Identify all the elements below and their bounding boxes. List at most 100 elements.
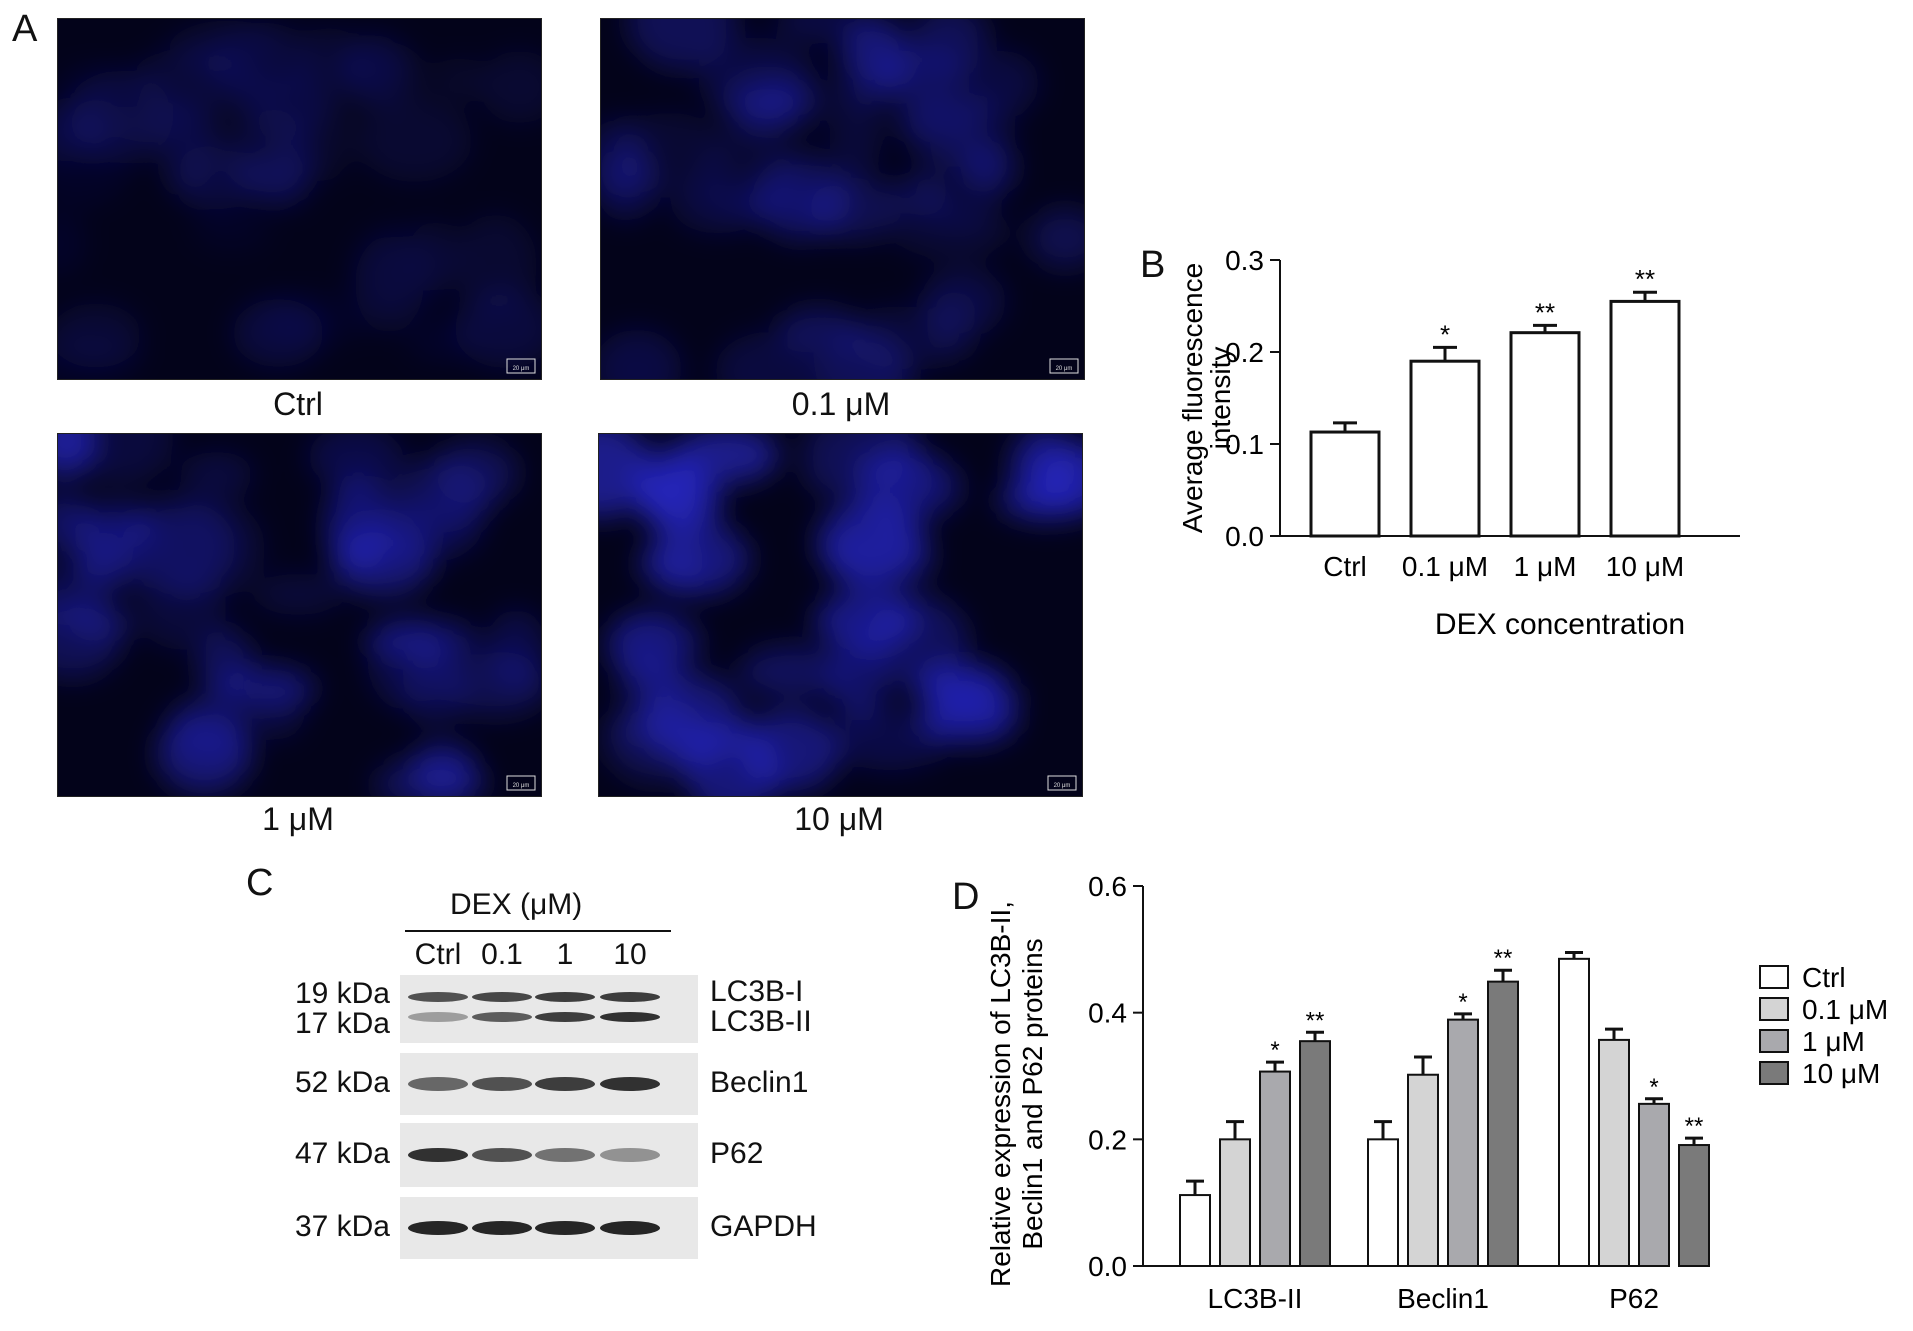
blot-band <box>472 1012 532 1022</box>
blot-band <box>535 1148 595 1162</box>
cell-blob <box>637 537 705 592</box>
legend-swatch <box>1759 997 1789 1021</box>
blot-header-line <box>405 930 671 932</box>
cell-blob <box>814 590 919 652</box>
micrograph-caption: 0.1 μM <box>791 386 891 422</box>
bar <box>1309 430 1381 538</box>
cell-blob <box>638 445 710 525</box>
micrograph-image: 20 μm <box>58 434 541 796</box>
bar <box>1638 1102 1670 1267</box>
blot-band <box>535 1077 595 1091</box>
mw-marker: 37 kDa <box>294 1210 390 1243</box>
bar <box>1299 1040 1331 1267</box>
legend-swatch <box>1759 1061 1789 1085</box>
y-tick-label: 0.6 <box>1088 871 1127 902</box>
cell-blob <box>180 451 254 498</box>
legend-label: 1 μM <box>1802 1026 1865 1057</box>
blot-band <box>408 992 468 1002</box>
significance-mark: ** <box>1685 1113 1704 1140</box>
cell-blob <box>851 434 918 484</box>
x-tick-label: Ctrl <box>1323 551 1367 582</box>
micrograph-3: 20 μm <box>598 433 1083 797</box>
blot-band <box>535 1221 595 1235</box>
y-axis-label: Beclin1 and P62 proteins <box>1017 938 1048 1249</box>
cell-blob <box>601 151 657 221</box>
blot-band <box>472 992 532 1002</box>
cell-blob <box>58 333 142 379</box>
cell-blob <box>733 86 801 130</box>
significance-mark: * <box>1270 1037 1279 1064</box>
lane-label: Ctrl <box>414 938 462 971</box>
micrograph-image: 20 μm <box>599 434 1082 796</box>
protein-label: LC3B-I <box>710 975 804 1008</box>
cell-blob <box>374 757 487 796</box>
cell-blob <box>156 712 253 795</box>
blot-band <box>600 1148 660 1162</box>
y-axis-label: intensity <box>1205 347 1236 450</box>
blot-band <box>408 1221 468 1235</box>
cell-blob <box>964 50 1040 116</box>
cell-blob <box>922 676 1022 725</box>
legend-swatch <box>1759 1029 1789 1053</box>
blot-strip <box>400 1053 698 1115</box>
blot-band <box>600 1012 660 1022</box>
protein-label: P62 <box>710 1137 764 1170</box>
x-axis-label: DEX concentration <box>1435 608 1685 641</box>
legend-label: 10 μM <box>1802 1058 1880 1089</box>
blot-strip <box>400 1123 698 1187</box>
cell-blob <box>406 320 476 363</box>
cell-blob <box>715 332 823 379</box>
blot-band <box>600 1077 660 1091</box>
blot-band <box>472 1077 532 1091</box>
scale-bar-label: 20 μm <box>513 783 530 789</box>
bar <box>1558 957 1590 1267</box>
micrograph-0: 20 μm <box>57 18 542 380</box>
significance-mark: ** <box>1306 1007 1325 1034</box>
protein-label: GAPDH <box>710 1210 817 1243</box>
panel-a-letter: A <box>12 8 38 50</box>
cell-blob <box>627 19 737 70</box>
scale-bar <box>1047 775 1077 791</box>
panel-c-letter: C <box>246 862 274 904</box>
cell-blob <box>196 628 253 696</box>
significance-mark: ** <box>1535 297 1555 327</box>
mw-marker: 19 kDa <box>294 977 390 1010</box>
cell-blob <box>601 329 682 379</box>
significance-mark: * <box>1649 1074 1658 1101</box>
blot-band <box>600 1221 660 1235</box>
bar <box>1509 331 1581 538</box>
cell-blob <box>330 510 437 572</box>
significance-mark: * <box>1458 989 1467 1016</box>
cell-blob <box>846 306 963 370</box>
cell-blob <box>454 214 537 313</box>
significance-mark: * <box>1440 319 1450 349</box>
micrograph-image: 20 μm <box>601 19 1084 379</box>
blot-band <box>408 1012 468 1022</box>
lane-label: 10 <box>613 938 647 971</box>
x-tick-label: P62 <box>1609 1283 1659 1314</box>
y-tick-label: 0.0 <box>1225 521 1264 552</box>
cell-blob <box>829 636 887 721</box>
y-tick-label: 0.3 <box>1225 245 1264 276</box>
x-tick-label: Beclin1 <box>1397 1283 1489 1314</box>
cell-blob <box>830 83 882 182</box>
scale-bar-label: 20 μm <box>1056 366 1073 372</box>
blot-header: DEX (μM) <box>450 888 583 921</box>
cell-blob <box>775 19 870 44</box>
cell-blob <box>253 573 343 615</box>
cell-blob <box>156 498 265 598</box>
cell-blob <box>205 22 319 103</box>
protein-expression-bar-chart: 0.0 0.2 0.4 0.6 Relative expression of LC3B-… <box>985 871 1888 1314</box>
scale-bar-label: 20 μm <box>1054 783 1071 789</box>
cell-blob <box>996 480 1082 522</box>
x-tick-label: LC3B-II <box>1208 1283 1303 1314</box>
blot-strip <box>400 1197 698 1259</box>
mw-marker: 52 kDa <box>294 1066 390 1099</box>
blot-band <box>408 1077 468 1091</box>
cell-blob <box>58 597 122 679</box>
legend-label: 0.1 μM <box>1802 994 1888 1025</box>
mw-marker: 47 kDa <box>294 1137 390 1170</box>
bar <box>1367 1138 1399 1268</box>
bar <box>1447 1018 1479 1267</box>
cell-blob <box>960 141 1017 194</box>
